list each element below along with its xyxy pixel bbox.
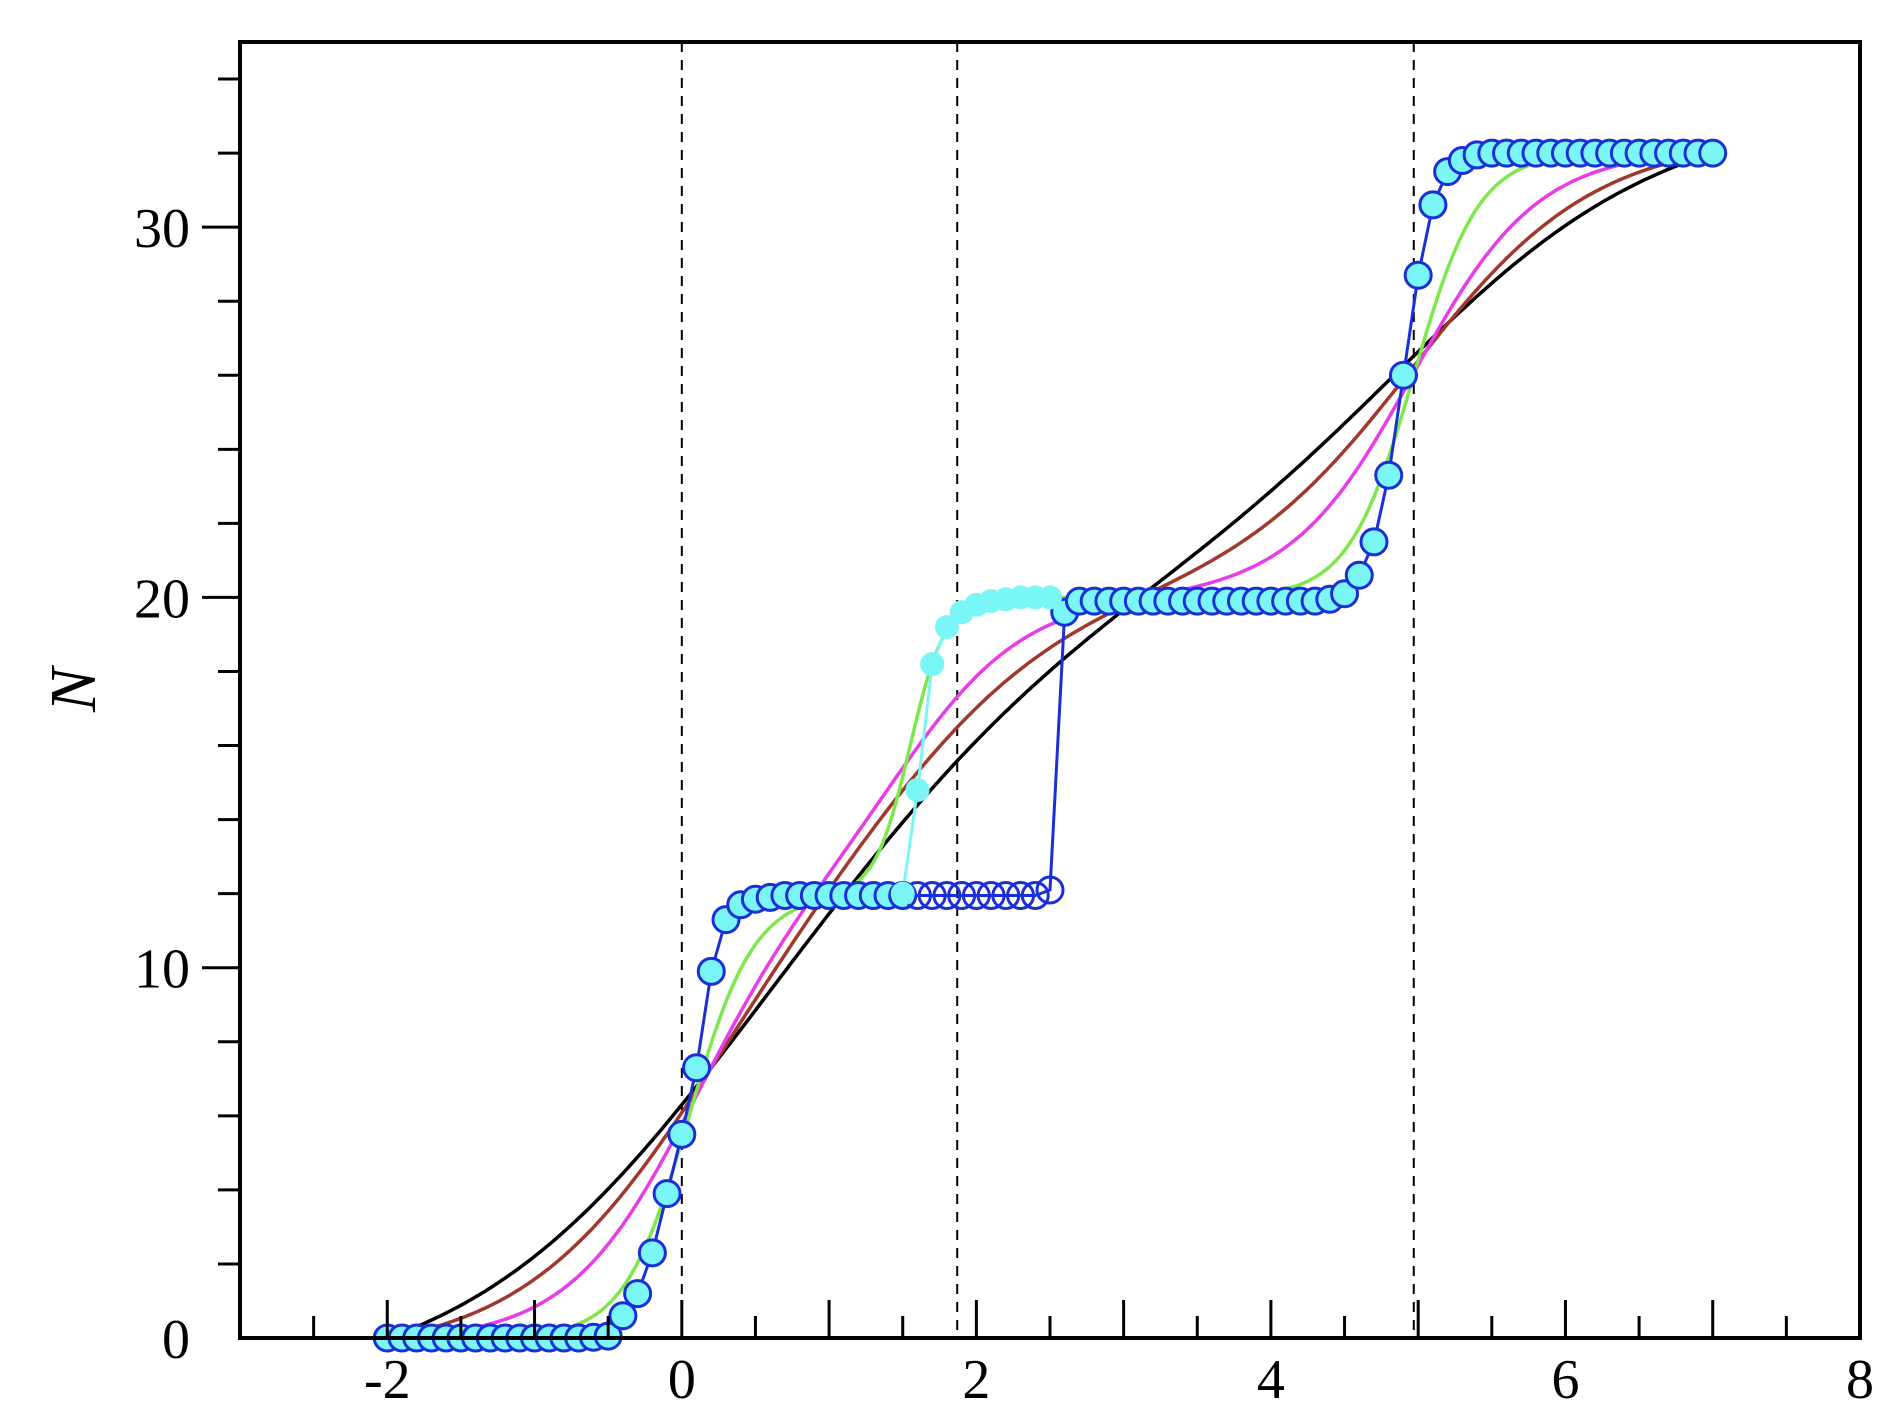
- series-line-2: [387, 151, 1713, 1340]
- marker-point: [682, 1053, 712, 1083]
- marker-point: [947, 881, 977, 911]
- marker-point: [1344, 560, 1374, 590]
- marker-point: [917, 881, 947, 911]
- y-tick-label: 10: [134, 939, 190, 1001]
- y-tick-label: 30: [134, 198, 190, 260]
- marker-series-line-0: [387, 151, 1713, 1340]
- marker-point: [1403, 260, 1433, 290]
- marker-point: [1698, 138, 1728, 168]
- y-axis-label: N: [37, 664, 110, 713]
- marker-point: [608, 1301, 638, 1331]
- marker-point: [623, 1279, 653, 1309]
- marker-point: [976, 881, 1006, 911]
- marker-point: [1330, 579, 1360, 609]
- y-tick-label: 0: [162, 1309, 190, 1371]
- x-ticks: -2 0 2 4 6 8: [312, 1300, 1874, 1410]
- plot-frame: [238, 40, 1862, 1340]
- marker-point: [667, 1119, 697, 1149]
- marker-point-filled: [905, 777, 930, 802]
- marker-point: [1035, 875, 1065, 905]
- marker-point: [1359, 527, 1389, 557]
- marker-point: [652, 1179, 682, 1209]
- marker-point: [991, 881, 1021, 911]
- x-tick-label: 6: [1551, 1349, 1579, 1410]
- marker-point: [1020, 881, 1050, 911]
- marker-point-filled: [1038, 585, 1062, 610]
- y-tick-label: 20: [134, 568, 190, 630]
- marker-series-line-1: [901, 595, 1050, 894]
- x-tick-label: -2: [364, 1349, 411, 1410]
- series-line-1: [387, 151, 1713, 1340]
- x-tick-label: 8: [1846, 1349, 1874, 1410]
- marker-point-filled: [890, 881, 915, 906]
- vertical-reference-lines: [680, 42, 1415, 1338]
- marker-point: [1006, 881, 1036, 911]
- series-line-0: [386, 151, 1714, 1340]
- marker-point: [696, 956, 726, 986]
- series-group: [386, 151, 1714, 1340]
- marker-point-filled: [920, 652, 945, 677]
- x-tick-label: 2: [962, 1349, 990, 1410]
- marker-point-filled: [934, 615, 959, 640]
- marker-point: [1388, 360, 1418, 390]
- marker-point: [637, 1238, 667, 1268]
- marker-point: [932, 881, 962, 911]
- x-tick-label: 4: [1257, 1349, 1285, 1410]
- marker-point: [1374, 460, 1404, 490]
- y-ticks: 0 10 20 30: [134, 77, 240, 1371]
- marker-point: [961, 881, 991, 911]
- marker-point: [1418, 190, 1448, 220]
- series-line-3: [387, 151, 1713, 1340]
- marker-group: [372, 138, 1728, 1353]
- x-tick-label: 0: [668, 1349, 696, 1410]
